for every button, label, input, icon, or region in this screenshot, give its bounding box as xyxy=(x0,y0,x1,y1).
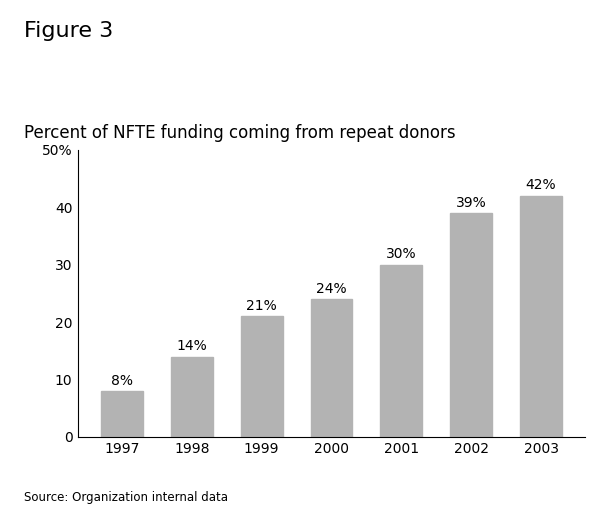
Bar xyxy=(380,265,422,437)
Text: 14%: 14% xyxy=(176,339,207,353)
Text: 8%: 8% xyxy=(111,373,133,388)
Bar xyxy=(101,391,143,437)
Bar xyxy=(311,299,352,437)
Bar xyxy=(520,196,562,437)
Text: Figure 3: Figure 3 xyxy=(24,21,113,41)
Text: 24%: 24% xyxy=(316,282,347,296)
Text: Percent of NFTE funding coming from repeat donors: Percent of NFTE funding coming from repe… xyxy=(24,124,455,142)
Text: Source: Organization internal data: Source: Organization internal data xyxy=(24,491,228,504)
Text: 39%: 39% xyxy=(456,195,487,209)
Bar xyxy=(171,357,213,437)
Text: 42%: 42% xyxy=(526,178,556,192)
Bar xyxy=(450,213,492,437)
Text: 30%: 30% xyxy=(386,247,416,261)
Bar xyxy=(241,316,283,437)
Text: 21%: 21% xyxy=(246,299,277,313)
